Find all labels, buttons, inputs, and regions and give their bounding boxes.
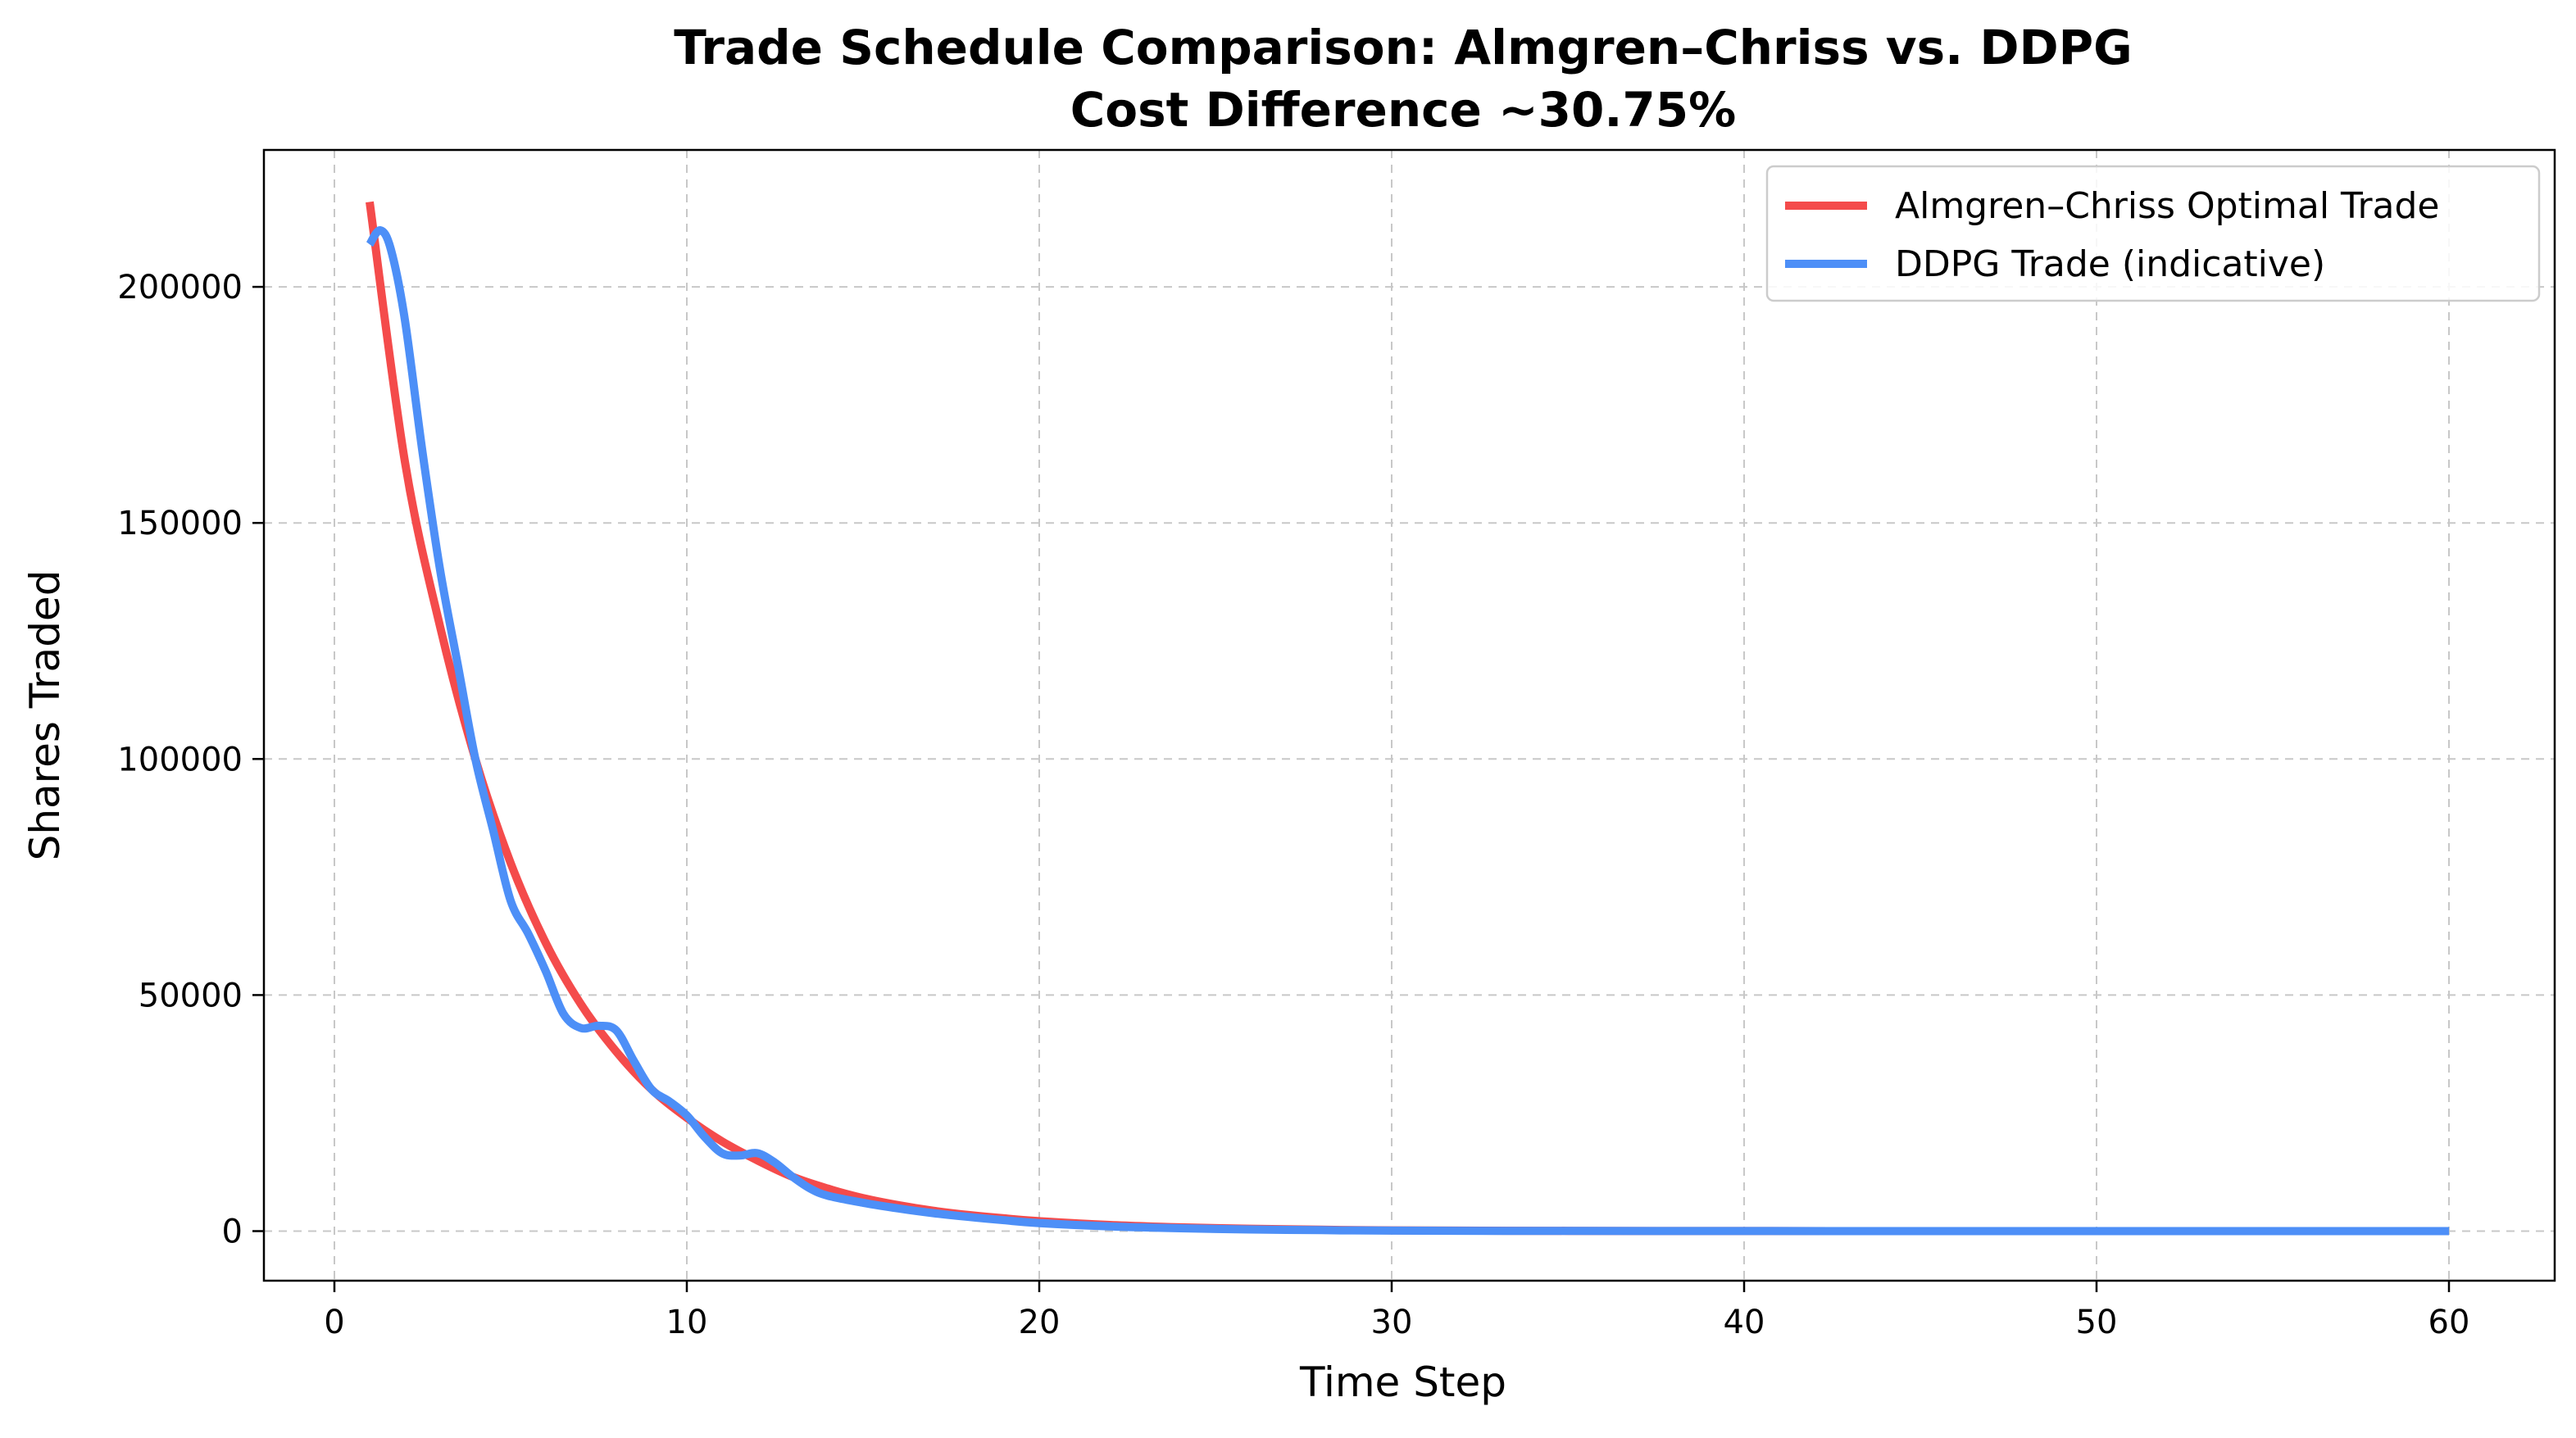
y-tick-label: 200000 xyxy=(117,269,243,306)
data-series xyxy=(366,201,2449,1236)
y-tick-label: 100000 xyxy=(117,741,243,778)
chart-subtitle: Cost Difference ~30.75% xyxy=(1070,82,1737,138)
x-tick-label: 0 xyxy=(324,1304,344,1341)
plot-frame xyxy=(262,148,2556,1282)
legend-label-almgren-chriss: Almgren–Chriss Optimal Trade xyxy=(1895,185,2440,227)
x-axis-label: Time Step xyxy=(1299,1359,1506,1406)
y-axis-label: Shares Traded xyxy=(21,570,69,861)
x-tick-label: 40 xyxy=(1724,1304,1765,1341)
legend-label-ddpg: DDPG Trade (indicative) xyxy=(1895,243,2325,285)
ddpg-line xyxy=(366,226,2449,1236)
y-tick-label: 0 xyxy=(222,1213,243,1250)
x-tick-label: 30 xyxy=(1371,1304,1413,1341)
x-axis-ticks: 0 10 20 30 40 50 60 xyxy=(324,1281,2469,1341)
legend: Almgren–Chriss Optimal Trade DDPG Trade … xyxy=(1765,165,2541,302)
x-tick-label: 60 xyxy=(2428,1304,2470,1341)
y-tick-label: 50000 xyxy=(139,977,243,1014)
x-tick-label: 50 xyxy=(2076,1304,2118,1341)
y-tick-label: 150000 xyxy=(117,505,243,542)
x-tick-label: 10 xyxy=(666,1304,708,1341)
y-axis-ticks: 0 50000 100000 150000 200000 xyxy=(117,269,264,1250)
legend-box xyxy=(1765,165,2541,302)
chart-title: Trade Schedule Comparison: Almgren–Chris… xyxy=(674,20,2133,75)
x-tick-label: 20 xyxy=(1019,1304,1061,1341)
